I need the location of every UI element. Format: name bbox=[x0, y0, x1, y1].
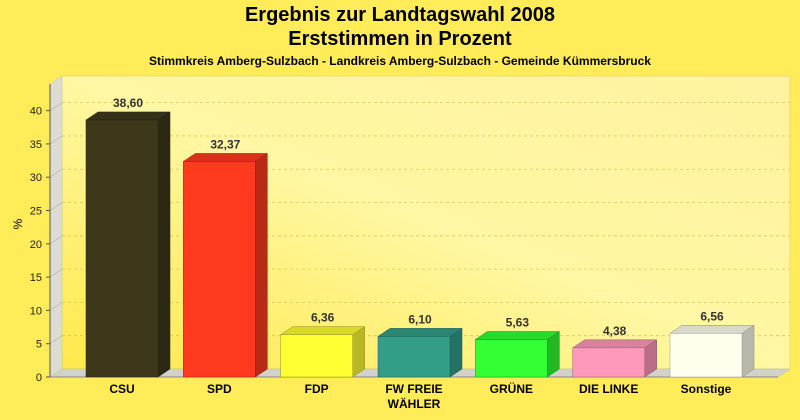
bar-top-face bbox=[377, 328, 463, 337]
data-label-grune: 5,63 bbox=[506, 316, 530, 330]
bar-fdp bbox=[279, 326, 366, 378]
data-label-csu: 38,60 bbox=[113, 96, 143, 110]
gridline-side bbox=[49, 335, 63, 345]
y-tick-label: 35 bbox=[30, 139, 42, 151]
bar-side-face bbox=[741, 324, 755, 378]
data-label-sonstige: 6,56 bbox=[700, 309, 724, 323]
chart-caption: Stimmkreis Amberg-Sulzbach - Landkreis A… bbox=[149, 54, 651, 68]
gridline-side bbox=[49, 235, 63, 245]
gridline-side bbox=[49, 168, 63, 178]
bar-side-face bbox=[255, 152, 268, 378]
bar-spd bbox=[182, 152, 269, 378]
y-tick-label: 10 bbox=[30, 305, 42, 317]
y-tick-label: 40 bbox=[30, 106, 42, 118]
plot-left-wall bbox=[49, 75, 63, 378]
bar-top-face bbox=[85, 111, 171, 121]
y-tick-label: 0 bbox=[36, 372, 42, 384]
bar-die-linke bbox=[571, 339, 658, 378]
bar-grune bbox=[474, 331, 561, 378]
bar-top-face bbox=[669, 325, 755, 334]
chart-title: Ergebnis zur Landtagswahl 2008 bbox=[244, 4, 556, 26]
bar-front-face bbox=[280, 334, 353, 378]
y-tick-label: 25 bbox=[30, 206, 42, 218]
bar-sonstige bbox=[669, 324, 755, 378]
bar-front-face bbox=[85, 119, 159, 378]
gridline-side bbox=[49, 268, 63, 278]
bar-csu bbox=[85, 111, 171, 378]
gridline-side bbox=[49, 302, 63, 311]
y-tick-label: 30 bbox=[30, 172, 42, 184]
y-tick-label: 15 bbox=[30, 272, 42, 284]
data-label-fw-freie-wahler: 6,10 bbox=[408, 312, 432, 326]
plot-area: 0 5 10 15 20 25 30 35 40 38,60 32,37 6,36 6,10 5,63 4,… bbox=[30, 75, 791, 384]
bar-side-face bbox=[352, 326, 365, 378]
bar-fw-freie-wahler bbox=[377, 327, 463, 378]
data-label-fdp: 6,36 bbox=[311, 311, 335, 325]
bar-front-face bbox=[572, 347, 645, 378]
bar-side-face bbox=[449, 327, 463, 378]
bar-front-face bbox=[183, 161, 256, 378]
gridline-side bbox=[49, 102, 63, 111]
chart-subtitle: Erststimmen in Prozent bbox=[288, 28, 512, 50]
data-label-spd: 32,37 bbox=[210, 137, 240, 151]
gridline-side bbox=[49, 202, 63, 211]
gridline-side bbox=[49, 135, 63, 145]
bar-front-face bbox=[475, 339, 548, 378]
bar-top-face bbox=[571, 339, 658, 349]
y-axis-title: % bbox=[11, 218, 25, 229]
bar-top-face bbox=[182, 153, 269, 162]
bar-top-face bbox=[474, 331, 561, 340]
bar-side-face bbox=[157, 111, 171, 378]
bar-front-face bbox=[669, 333, 743, 378]
y-tick-label: 5 bbox=[36, 339, 42, 351]
data-label-die-linke: 4,38 bbox=[603, 324, 627, 338]
bar-top-face bbox=[279, 326, 366, 335]
bar-front-face bbox=[377, 336, 451, 378]
y-tick-label: 20 bbox=[30, 239, 42, 251]
